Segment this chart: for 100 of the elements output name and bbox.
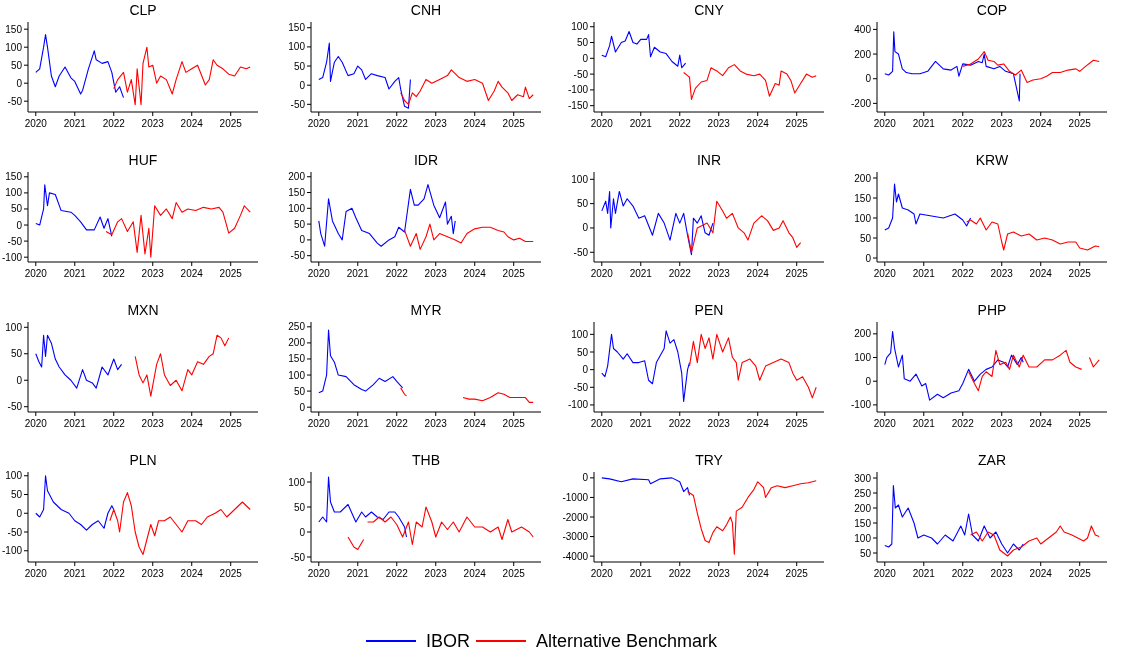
line-series <box>601 477 691 497</box>
y-tick-label: -200 <box>850 97 872 109</box>
legend-label: Alternative Benchmark <box>536 631 719 652</box>
x-tick-label: 2025 <box>1068 118 1092 129</box>
x-tick-label: 2020 <box>590 568 614 579</box>
chart-title: PHP <box>977 302 1007 318</box>
chart-title: PLN <box>129 452 157 468</box>
y-tick-label: 0 <box>582 472 589 484</box>
line-series <box>601 30 687 69</box>
y-tick-label: 50 <box>293 501 306 513</box>
x-tick-label: 2021 <box>346 418 370 429</box>
x-tick-label: 2025 <box>219 568 243 579</box>
x-tick-label: 2023 <box>990 568 1014 579</box>
y-tick-label: 0 <box>16 77 23 89</box>
line-series <box>109 492 251 556</box>
y-tick-label: -100 <box>567 399 589 411</box>
x-tick-label: 2020 <box>873 118 897 129</box>
y-tick-label: 150 <box>854 517 872 529</box>
line-series <box>884 484 1024 554</box>
x-tick-label: 2025 <box>502 568 526 579</box>
y-tick-label: -3000 <box>562 531 589 543</box>
chart-title: CNH <box>410 2 442 18</box>
x-tick-label: 2021 <box>63 568 87 579</box>
y-tick-label: 0 <box>865 73 872 85</box>
y-tick-label: -100 <box>1 545 23 557</box>
line-series <box>683 64 817 100</box>
x-tick-label: 2024 <box>463 118 487 129</box>
chart-title: MYR <box>410 302 442 318</box>
y-tick-label: 150 <box>288 187 306 199</box>
y-tick-label: 0 <box>299 79 306 91</box>
chart-title: THB <box>412 452 440 468</box>
y-tick-label: 0 <box>582 364 589 376</box>
y-tick-label: 50 <box>10 59 23 71</box>
x-tick-label: 2022 <box>668 568 692 579</box>
y-tick-label: 0 <box>582 52 589 64</box>
x-tick-label: 2023 <box>424 418 448 429</box>
y-tick-label: 50 <box>576 37 589 49</box>
x-tick-label: 2022 <box>102 268 126 279</box>
x-tick-label: 2020 <box>873 418 897 429</box>
x-tick-label: 2023 <box>424 268 448 279</box>
y-tick-label: 50 <box>293 218 306 230</box>
line-series <box>687 480 817 555</box>
line-series <box>687 200 802 253</box>
y-tick-label: 50 <box>576 346 589 358</box>
x-tick-label: 2020 <box>307 268 331 279</box>
x-tick-label: 2024 <box>746 118 770 129</box>
legend-label: IBOR <box>426 631 471 652</box>
x-tick-label: 2021 <box>912 268 936 279</box>
x-tick-label: 2020 <box>873 568 897 579</box>
line-series <box>35 475 115 531</box>
x-tick-label: 2024 <box>746 418 770 429</box>
x-tick-label: 2021 <box>629 568 653 579</box>
y-tick-label: -1000 <box>562 491 589 503</box>
y-tick-label: 50 <box>576 198 589 210</box>
x-tick-label: 2025 <box>785 268 809 279</box>
x-tick-label: 2020 <box>590 418 614 429</box>
y-tick-label: 0 <box>582 222 589 234</box>
y-tick-label: -50 <box>573 246 589 258</box>
x-tick-label: 2023 <box>707 268 731 279</box>
line-series <box>688 333 817 399</box>
x-tick-label: 2020 <box>24 268 48 279</box>
x-tick-label: 2025 <box>219 118 243 129</box>
x-tick-label: 2024 <box>180 418 204 429</box>
y-tick-label: 0 <box>299 526 306 538</box>
y-tick-label: 0 <box>299 401 306 413</box>
chart-title: ZAR <box>978 452 1006 468</box>
x-tick-label: 2024 <box>180 268 204 279</box>
line-series <box>884 183 972 231</box>
x-tick-label: 2021 <box>912 568 936 579</box>
line-series <box>318 329 404 394</box>
x-tick-label: 2023 <box>990 118 1014 129</box>
y-tick-label: -50 <box>7 526 23 538</box>
chart-title: INR <box>696 152 722 168</box>
line-series <box>105 201 251 258</box>
x-tick-label: 2024 <box>1029 418 1053 429</box>
x-tick-label: 2024 <box>1029 568 1053 579</box>
x-tick-label: 2025 <box>502 268 526 279</box>
x-tick-label: 2021 <box>63 118 87 129</box>
line-series <box>884 330 1024 401</box>
x-tick-label: 2020 <box>307 118 331 129</box>
line-series <box>35 184 113 237</box>
x-tick-label: 2024 <box>746 268 770 279</box>
y-tick-label: -50 <box>290 250 306 262</box>
x-tick-label: 2021 <box>63 268 87 279</box>
y-tick-label: 150 <box>5 23 23 35</box>
y-tick-label: -50 <box>290 551 306 563</box>
chart-title: KRW <box>975 152 1009 168</box>
y-tick-label: 100 <box>571 328 589 340</box>
line-series <box>962 51 1100 83</box>
x-tick-label: 2025 <box>219 418 243 429</box>
y-tick-label: 100 <box>5 187 23 199</box>
x-tick-label: 2025 <box>1068 568 1092 579</box>
y-tick-label: -100 <box>850 399 872 411</box>
y-tick-label: 0 <box>16 507 23 519</box>
x-tick-label: 2021 <box>912 418 936 429</box>
chart-title: CLP <box>129 2 157 18</box>
y-tick-label: 0 <box>16 219 23 231</box>
x-tick-label: 2022 <box>102 568 126 579</box>
x-tick-label: 2025 <box>785 118 809 129</box>
y-tick-label: 100 <box>854 352 872 364</box>
